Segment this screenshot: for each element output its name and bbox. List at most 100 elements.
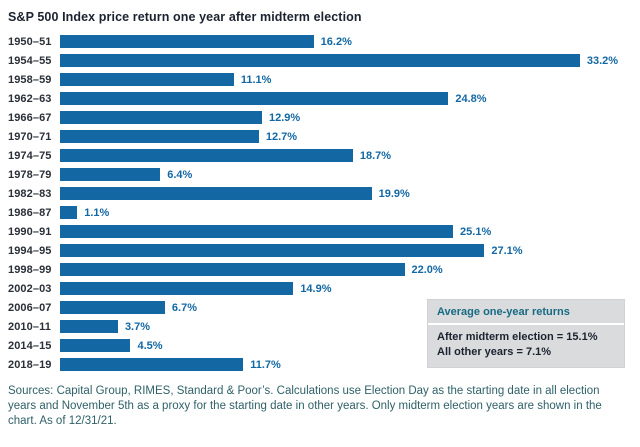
category-label: 2002–03 [8,282,52,295]
bar [60,110,262,125]
value-label: 22.0% [411,263,443,276]
bar-row: 2014–15 4.5% [8,336,630,355]
bar-row: 1994–95 27.1% [8,241,630,260]
bar-track: 27.1% [60,241,630,260]
value-label: 1.1% [84,206,110,219]
bar-row: 1954–55 33.2% [8,51,630,70]
callout-line-other-years: All other years = 7.1% [437,346,552,358]
value-label: 11.7% [250,358,281,371]
callout-title: Average one-year returns [428,300,624,325]
value-label: 3.7% [124,320,151,333]
value-label: 12.7% [265,130,298,143]
value-label: 6.4% [167,168,193,181]
bar [60,205,78,220]
value-label: 11.1% [240,73,272,86]
source-note: Sources: Capital Group, RIMES, Standard … [8,385,602,427]
chart-title: S&P 500 Index price return one year afte… [8,10,362,24]
category-label: 1994–95 [8,244,52,257]
bar-row: 1974–75 18.7% [8,146,630,165]
value-label: 24.8% [455,92,487,105]
bar-row: 1962–63 24.8% [8,89,630,108]
bar-track: 12.7% [60,127,630,146]
value-label: 4.5% [137,339,163,352]
bar [60,262,405,277]
category-label: 1998–99 [8,263,52,276]
value-label: 12.9% [269,111,301,124]
bar [60,91,449,106]
bar-row: 2010–11 3.7% [8,317,630,336]
bar-track: 4.5% [60,336,630,355]
bar-row: 2002–03 14.9% [8,279,630,298]
bar-track: 24.8% [60,89,630,108]
value-label: 6.7% [171,301,197,314]
bar [60,243,485,258]
bar-track: 12.9% [60,108,630,127]
category-label: 1962–63 [8,92,52,105]
value-label: 14.9% [300,282,332,295]
bar-track: 6.4% [60,165,630,184]
value-label: 18.7% [359,149,392,162]
category-label: 1982–83 [8,187,52,200]
value-label: 27.1% [491,244,523,257]
bar-row: 1978–79 6.4% [8,165,630,184]
bar [60,319,118,334]
bar-track: 25.1% [60,222,630,241]
bar [60,281,294,296]
bar [60,357,244,372]
bar-row: 1990–91 25.1% [8,222,630,241]
bar-track: 22.0% [60,260,630,279]
value-label: 16.2% [320,35,352,48]
bar-track: 1.1% [60,203,630,222]
category-label: 1986–87 [8,206,52,219]
category-label: 2010–11 [8,320,51,333]
bar [60,72,234,87]
category-label: 1954–55 [8,54,52,67]
bar-row: 1958–59 11.1% [8,70,630,89]
value-label: 19.9% [378,187,410,200]
bar [60,338,131,353]
bar-row: 2006–07 6.7% [8,298,630,317]
bar [60,167,161,182]
bar [60,300,165,315]
bar-rows: 1950–51 16.2% 1954–55 33.2% 1958–59 11.1% 1962… [8,32,630,374]
bar-track: 33.2% [60,51,630,70]
category-label: 1990–91 [8,225,52,238]
bar [60,34,314,49]
category-label: 1958–59 [8,73,52,86]
callout-line-after-midterm: After midterm election = 15.1% [437,331,598,343]
bar [60,129,259,144]
bar-row: 1966–67 12.9% [8,108,630,127]
bar [60,53,580,68]
category-label: 1970–71 [8,130,52,143]
bar-row: 1998–99 22.0% [8,260,630,279]
bar-row: 1970–71 12.7% [8,127,630,146]
bar-track: 11.7% [60,355,630,374]
bar-row: 1950–51 16.2% [8,32,630,51]
category-label: 2014–15 [8,339,52,352]
category-label: 1978–79 [8,168,52,181]
value-label: 33.2% [586,54,619,67]
bar [60,186,372,201]
bar-track: 16.2% [60,32,630,51]
bar-row: 2018–19 11.7% [8,355,630,374]
category-label: 1974–75 [8,149,52,162]
bar-chart: 1950–51 16.2% 1954–55 33.2% 1958–59 11.1% 1962… [8,32,630,374]
bar-track: 6.7% [60,298,630,317]
bar [60,148,353,163]
value-label: 25.1% [460,225,492,238]
category-label: 2006–07 [8,301,52,314]
bar [60,224,454,239]
average-returns-callout: Average one-year returns After midterm e… [428,300,624,367]
bar-row: 1982–83 19.9% [8,184,630,203]
callout-body: After midterm election = 15.1% All other… [428,325,624,367]
bar-track: 3.7% [60,317,630,336]
bar-track: 19.9% [60,184,630,203]
bar-track: 14.9% [60,279,630,298]
bar-row: 1986–87 1.1% [8,203,630,222]
bar-track: 11.1% [60,70,630,89]
category-label: 2018–19 [8,358,52,371]
category-label: 1966–67 [8,111,52,124]
category-label: 1950–51 [8,35,52,48]
bar-track: 18.7% [60,146,630,165]
